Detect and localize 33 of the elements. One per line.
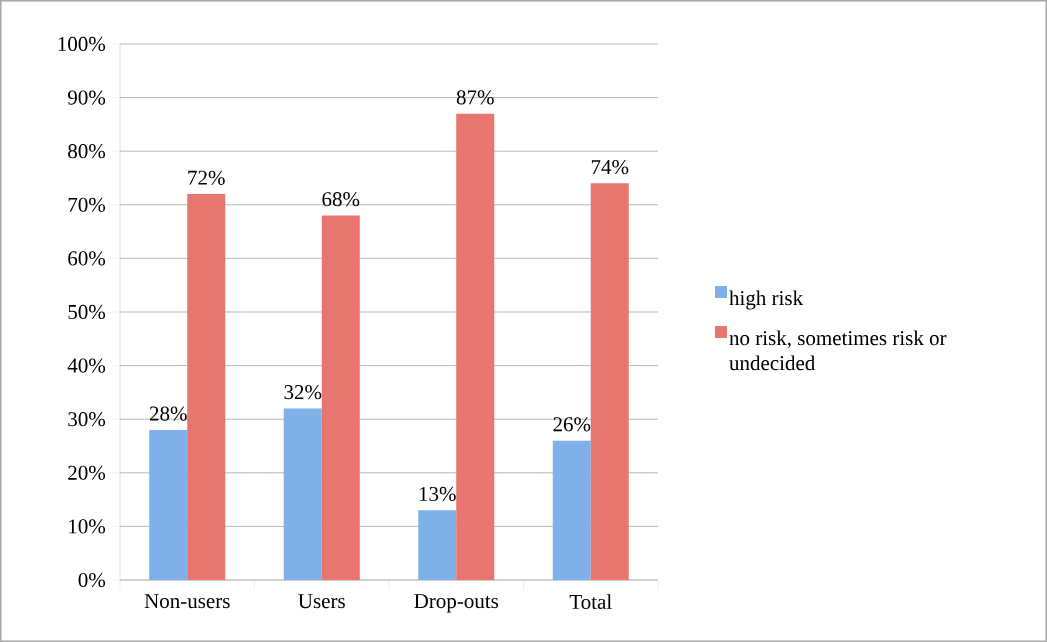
- x-tick-label: Non-users: [144, 594, 230, 609]
- y-tick-label: 40%: [67, 358, 106, 373]
- y-tick-label: 100%: [58, 36, 106, 52]
- y-tick-label: 0%: [78, 572, 106, 588]
- data-label: 68%: [322, 192, 360, 207]
- x-tick-label: Drop-outs: [414, 594, 499, 613]
- data-label: 87%: [456, 90, 494, 105]
- y-tick-label: 60%: [68, 251, 106, 266]
- bar: [321, 215, 360, 580]
- data-label: 28%: [149, 406, 187, 421]
- y-tick-label: 70%: [68, 197, 106, 212]
- bar: [149, 429, 188, 580]
- x-tick-label: Users: [298, 594, 345, 609]
- bar: [418, 510, 457, 580]
- data-label: 72%: [188, 170, 225, 185]
- y-tick-label: 30%: [68, 412, 106, 427]
- legend-label: no risk, sometimes risk or undecided: [729, 330, 947, 371]
- bar: [283, 408, 322, 580]
- data-label: 26%: [553, 417, 591, 432]
- bar: [590, 183, 629, 580]
- legend-label: high risk: [729, 290, 804, 310]
- y-tick-label: 20%: [68, 465, 106, 480]
- y-tick-label: 80%: [68, 144, 106, 159]
- y-tick-label: 90%: [67, 90, 106, 105]
- y-tick-label: 50%: [68, 304, 106, 320]
- data-label: 13%: [419, 486, 456, 502]
- bar: [187, 194, 226, 580]
- y-tick-label: 10%: [69, 519, 106, 534]
- bar: [456, 113, 495, 580]
- x-tick-label: Total: [569, 594, 612, 609]
- data-label: 32%: [284, 385, 322, 400]
- data-label: 74%: [591, 159, 629, 175]
- bar: [552, 440, 591, 580]
